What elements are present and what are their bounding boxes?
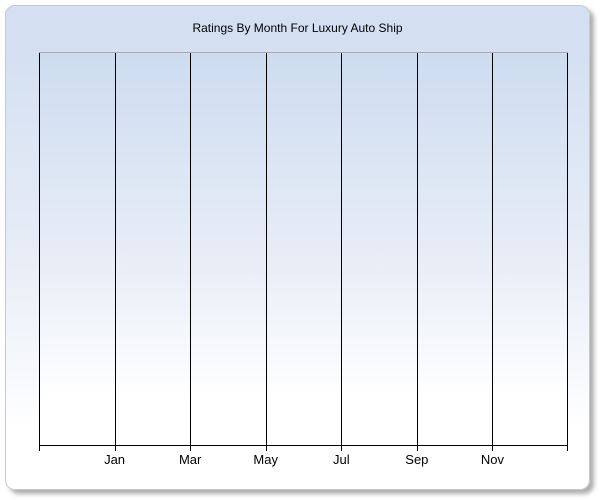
vertical-gridline xyxy=(341,53,343,445)
x-axis-tick-label: Jan xyxy=(104,452,126,467)
x-axis-tick xyxy=(114,445,116,451)
vertical-gridline xyxy=(416,53,418,445)
x-axis-tick-label: Jul xyxy=(332,452,350,467)
vertical-gridline xyxy=(190,53,192,445)
x-axis-tick xyxy=(492,445,494,451)
plot-area: Jan Mar May Jul Sep Nov xyxy=(39,52,568,467)
x-axis-tick-label: Mar xyxy=(178,452,202,467)
x-axis-tick xyxy=(265,445,267,451)
vertical-gridline xyxy=(39,53,40,445)
vertical-gridline xyxy=(265,53,267,445)
chart-panel: Ratings By Month For Luxury Auto Ship Ja… xyxy=(5,5,590,490)
x-axis-tick-label: Nov xyxy=(480,452,504,467)
x-axis-tick xyxy=(416,445,418,451)
vertical-gridline xyxy=(567,53,568,445)
chart-title: Ratings By Month For Luxury Auto Ship xyxy=(192,21,403,35)
x-axis-tick-label: Sep xyxy=(405,452,429,467)
x-axis-tick xyxy=(341,445,343,451)
x-axis-tick xyxy=(190,445,192,451)
x-axis-tick xyxy=(567,445,568,451)
vertical-gridline xyxy=(492,53,494,445)
vertical-gridline xyxy=(114,53,116,445)
x-axis-tick-label: May xyxy=(253,452,278,467)
x-axis-tick xyxy=(39,445,40,451)
